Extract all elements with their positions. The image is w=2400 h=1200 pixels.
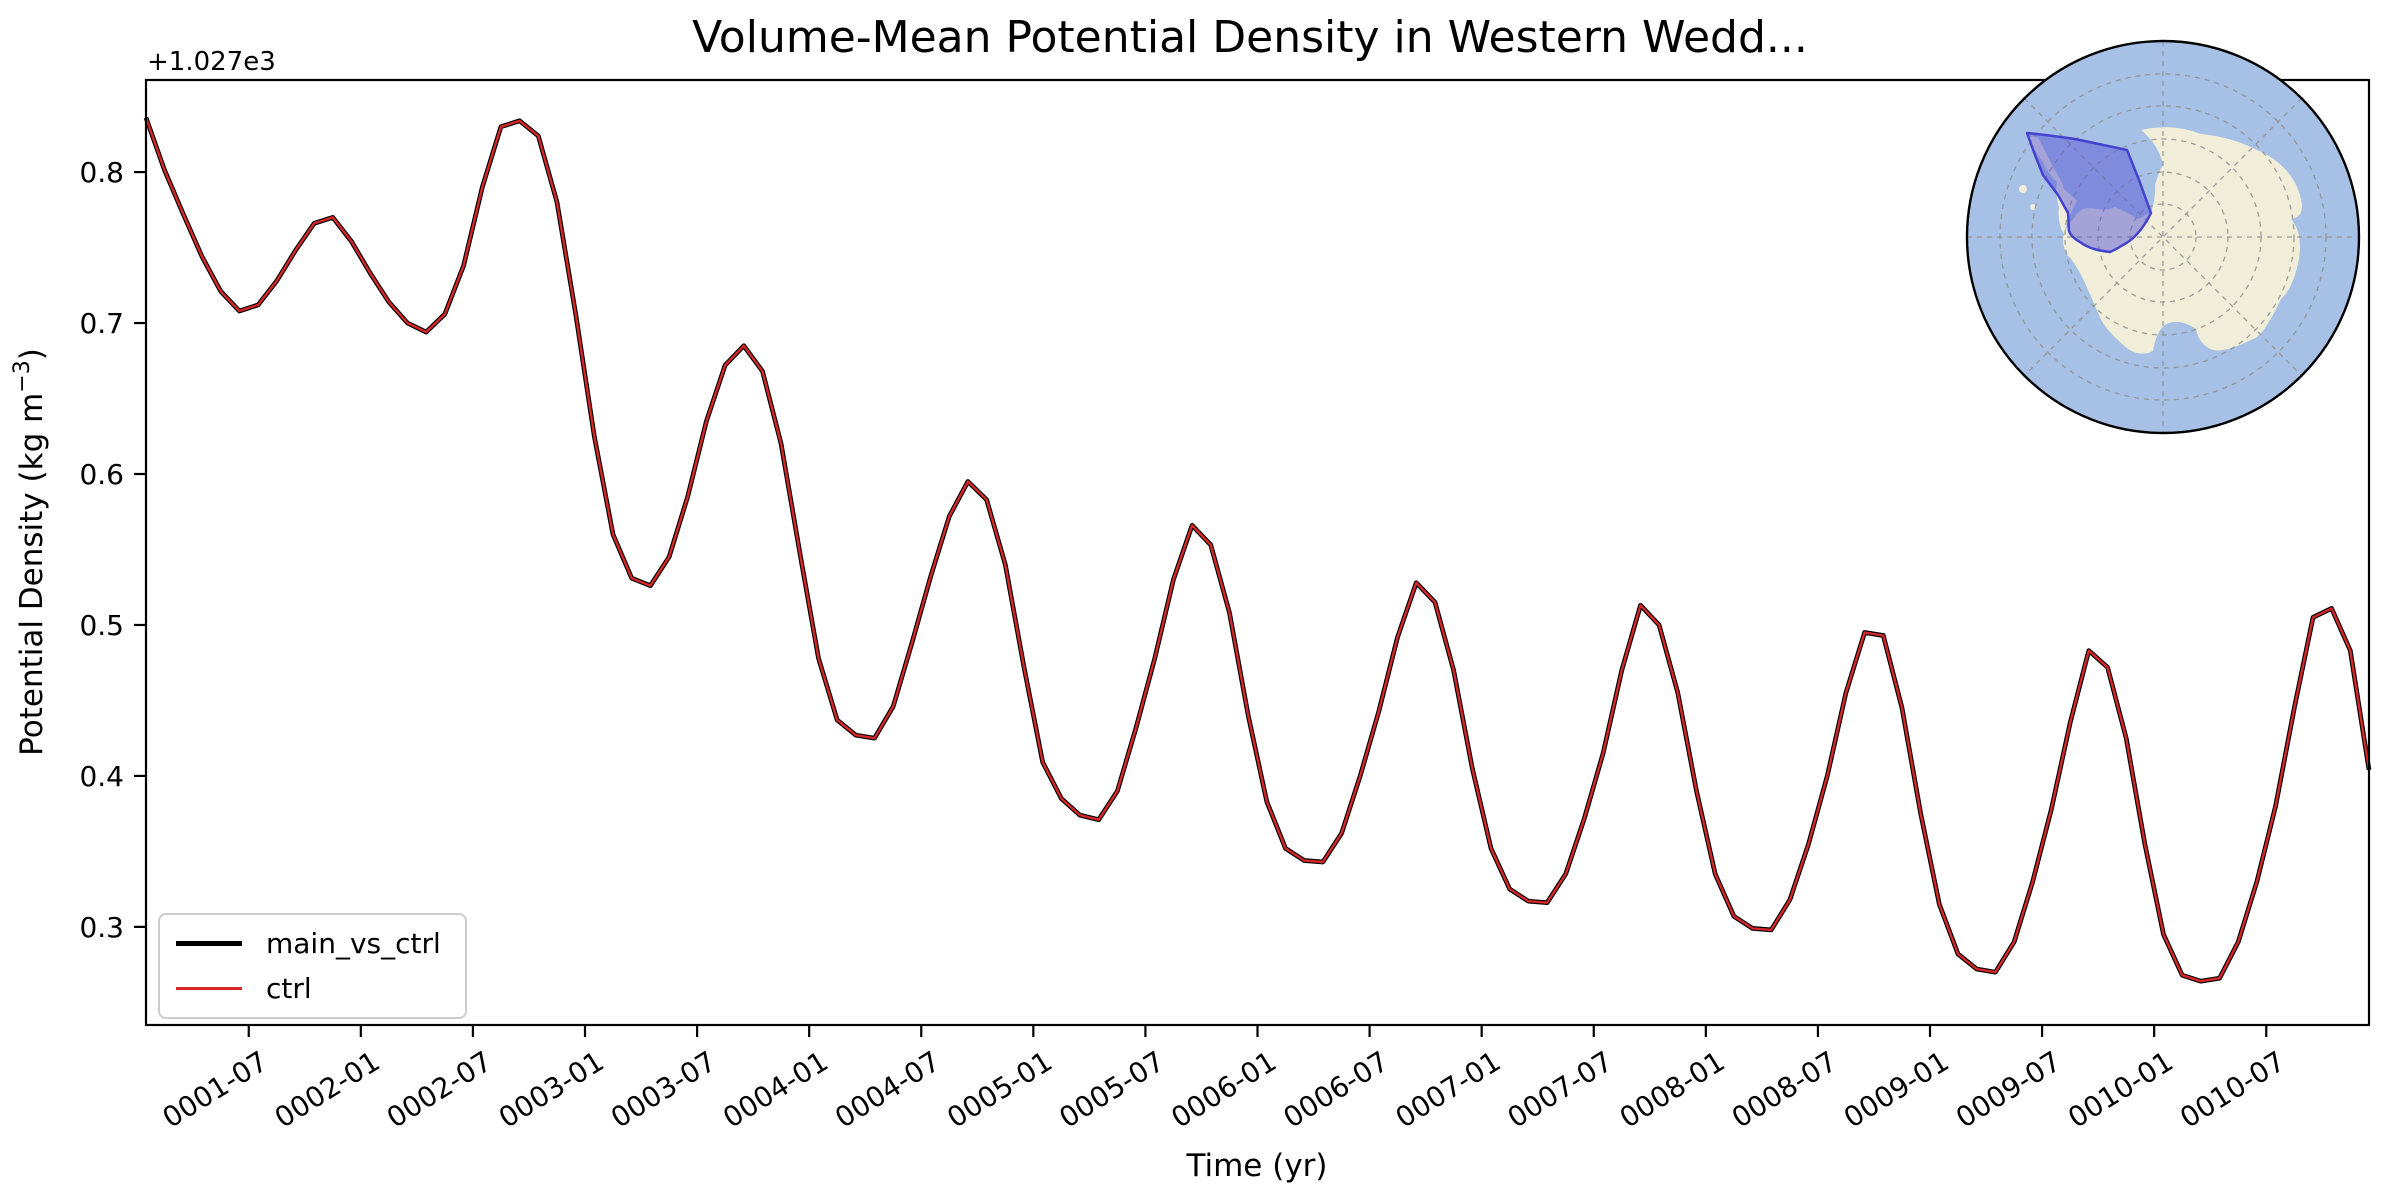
x-tick-label: 0010-07 — [2174, 1045, 2291, 1135]
weddell-region-highlight — [2025, 131, 2153, 254]
inset-border — [1965, 39, 2361, 435]
legend-line-swatch-black — [176, 941, 242, 946]
x-tick-label: 0004-01 — [717, 1045, 834, 1135]
x-tick-label: 0007-01 — [1390, 1045, 1507, 1135]
x-tick-label: 0005-01 — [941, 1045, 1058, 1135]
x-tick-label: 0004-07 — [829, 1045, 946, 1135]
antarctica-inset-map — [1965, 39, 2361, 435]
y-tick-label: 0.8 — [79, 156, 124, 189]
y-tick-label: 0.6 — [79, 458, 124, 491]
legend-label: ctrl — [266, 972, 312, 1005]
y-axis-label: Potential Density (kg m−3) — [10, 348, 50, 756]
y-axis-ticks: 0.3 0.4 0.5 0.6 0.7 0.8 — [79, 156, 146, 944]
y-tick-label: 0.4 — [79, 760, 124, 793]
x-tick-label: 0002-01 — [269, 1045, 386, 1135]
y-tick-label: 0.5 — [79, 609, 124, 642]
island — [2019, 185, 2027, 193]
antarctica-landmass — [2063, 127, 2302, 354]
x-tick-label: 0009-01 — [1838, 1045, 1955, 1135]
x-tick-label: 0005-07 — [1053, 1045, 1170, 1135]
x-tick-label: 0010-01 — [2062, 1045, 2179, 1135]
y-tick-label: 0.3 — [79, 911, 124, 944]
x-axis-ticks: 0001-070002-010002-070003-010003-070004-… — [157, 1025, 2291, 1135]
x-tick-label: 0003-01 — [493, 1045, 610, 1135]
x-axis-label: Time (yr) — [1186, 1148, 1328, 1184]
legend-line-swatch-red — [176, 987, 242, 990]
x-tick-label: 0006-07 — [1278, 1045, 1395, 1135]
x-tick-label: 0007-07 — [1502, 1045, 1619, 1135]
x-tick-label: 0008-07 — [1726, 1045, 1843, 1135]
x-tick-label: 0003-07 — [605, 1045, 722, 1135]
x-tick-label: 0008-01 — [1614, 1045, 1731, 1135]
x-tick-label: 0001-07 — [157, 1045, 274, 1135]
legend-item-main-vs-ctrl: main_vs_ctrl — [176, 927, 441, 960]
y-tick-label: 0.7 — [79, 307, 124, 340]
x-tick-label: 0006-01 — [1166, 1045, 1283, 1135]
legend: main_vs_ctrl ctrl — [158, 913, 467, 1019]
legend-item-ctrl: ctrl — [176, 972, 441, 1005]
chart-title: Volume-Mean Potential Density in Western… — [692, 12, 1808, 63]
y-axis-offset-label: +1.027e3 — [147, 47, 276, 77]
legend-label: main_vs_ctrl — [266, 927, 441, 960]
ctrl-line — [144, 117, 2371, 983]
x-tick-label: 0002-07 — [381, 1045, 498, 1135]
x-tick-label: 0009-07 — [1950, 1045, 2067, 1135]
